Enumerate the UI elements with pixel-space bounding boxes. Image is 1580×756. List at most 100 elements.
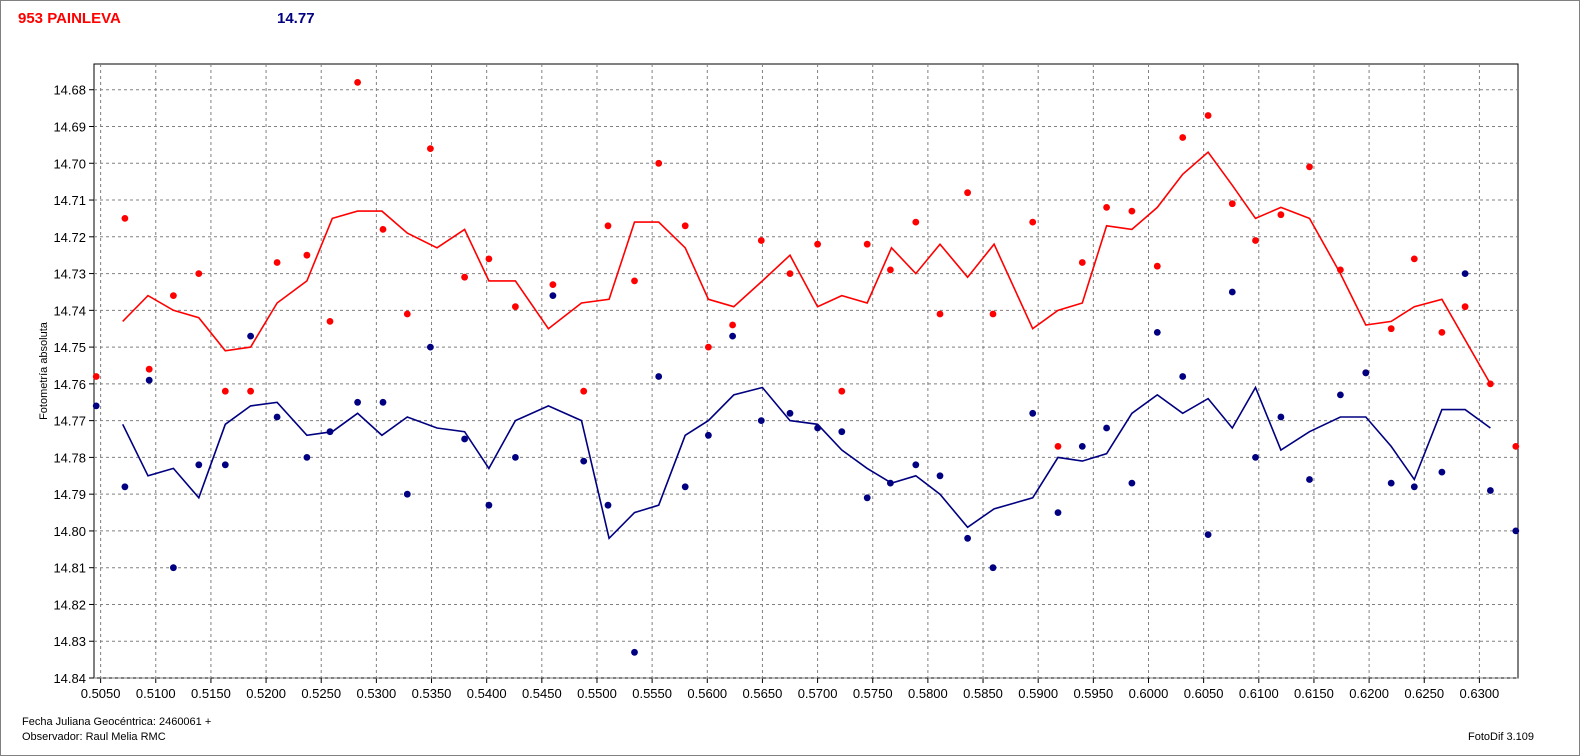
x-tick-label: 0.5300 (356, 686, 396, 701)
x-tick-label: 0.5450 (522, 686, 562, 701)
series-1-point (1306, 163, 1313, 171)
series-2-point (964, 534, 971, 542)
x-tick-label: 0.6150 (1294, 686, 1334, 701)
series-1-point (379, 226, 387, 233)
plot-area (93, 63, 1519, 679)
series-2-point (1179, 373, 1187, 380)
series-2-point (326, 428, 334, 436)
series-1-line (122, 151, 1492, 385)
series-1-point (1204, 112, 1212, 119)
series-2-point (814, 424, 821, 432)
series-2-point (354, 398, 361, 406)
x-tick-label: 0.5950 (1073, 686, 1113, 701)
series-2-point (1252, 454, 1259, 461)
series-2-point (247, 332, 255, 340)
series-1-point (485, 255, 493, 263)
x-tick-label: 0.5550 (632, 686, 672, 701)
series-2-point (512, 454, 519, 461)
x-tick-label: 0.5100 (136, 686, 176, 701)
series-1-point (1029, 218, 1037, 226)
series-2-point (195, 461, 203, 469)
y-tick-label: 14.72 (53, 230, 86, 245)
series-2-point (912, 461, 920, 469)
series-2-point (655, 373, 663, 380)
series-1-point (1512, 443, 1520, 450)
series-1-point (757, 237, 765, 244)
series-1-point (887, 266, 894, 274)
series-1-point (912, 218, 920, 226)
series-2-point (1078, 443, 1086, 450)
series-1-point (681, 222, 689, 230)
x-tick-label: 0.5650 (743, 686, 783, 701)
series-1-point (631, 277, 638, 285)
y-tick-label: 14.68 (53, 83, 86, 98)
series-1-point (1078, 259, 1086, 266)
series-2-point (1029, 409, 1037, 417)
series-1-point (170, 292, 177, 299)
series-2-point (1410, 483, 1418, 491)
series-2-point (427, 343, 434, 351)
series-1-point (221, 387, 229, 395)
y-axis-label: Fotometría absoluta (38, 321, 50, 420)
series-1-point (92, 373, 100, 380)
x-tick-label: 0.6300 (1460, 686, 1500, 701)
series-1-point (1103, 204, 1110, 211)
series-1-point (247, 387, 255, 395)
series-1-point (1410, 255, 1418, 263)
chart-title: 953 PAINLEVA (18, 10, 121, 27)
series-1-point (1337, 266, 1344, 274)
series-2-point (1103, 424, 1110, 432)
series-2-point (705, 431, 712, 439)
series-2-point (403, 490, 411, 498)
series-2-point (681, 483, 689, 491)
series-2-point (379, 398, 387, 406)
series-1-point (1179, 134, 1187, 141)
y-tick-label: 14.70 (53, 156, 86, 171)
series-2-point (604, 501, 612, 509)
series-2-line (121, 385, 1491, 540)
series-1-point (964, 189, 971, 197)
reference-magnitude: 14.77 (277, 10, 315, 27)
x-tick-label: 0.5400 (467, 686, 507, 701)
series-2-point (1153, 329, 1161, 336)
series-2-point (1054, 509, 1062, 516)
series-2-point (1438, 468, 1446, 476)
y-tick-label: 14.73 (53, 267, 86, 282)
series-2-point (838, 428, 846, 436)
series-2-point (580, 457, 588, 465)
series-1-point (354, 79, 361, 86)
series-1-point (604, 222, 612, 230)
series-2-point (1306, 476, 1313, 483)
y-tick-label: 14.69 (53, 120, 86, 135)
series-2-point (936, 472, 944, 480)
series-1-point (1128, 207, 1136, 215)
series-2-point (1387, 479, 1395, 487)
x-tick-label: 0.6050 (1184, 686, 1224, 701)
series-1-point (273, 259, 281, 266)
series-1-point (729, 321, 736, 329)
x-tick-label: 0.6000 (1129, 686, 1169, 701)
x-tick-label: 0.5150 (191, 686, 231, 701)
y-tick-label: 14.78 (53, 450, 86, 465)
y-tick-label: 14.76 (53, 377, 86, 392)
x-tick-label: 0.5350 (412, 686, 452, 701)
series-1-point (1153, 262, 1161, 270)
series-1-point (461, 273, 468, 281)
y-tick-label: 14.75 (53, 340, 86, 355)
series-1-point (1487, 380, 1494, 388)
y-tick-label: 14.84 (53, 671, 86, 686)
series-1-point (427, 145, 434, 153)
series-2-point (92, 402, 100, 410)
series-2-point (485, 501, 493, 509)
series-2-point (786, 409, 794, 417)
series-2-point (887, 479, 894, 487)
series-2-point (1487, 487, 1494, 494)
y-tick-label: 14.77 (53, 414, 86, 429)
software-label: FotoDif 3.109 (1468, 731, 1535, 743)
observer-label: Observador: Raul Melia RMC (22, 731, 166, 743)
series-2-point (729, 332, 736, 340)
series-2-point (1337, 391, 1344, 399)
x-tick-label: 0.5850 (963, 686, 1003, 701)
series-2-point (1277, 413, 1285, 421)
